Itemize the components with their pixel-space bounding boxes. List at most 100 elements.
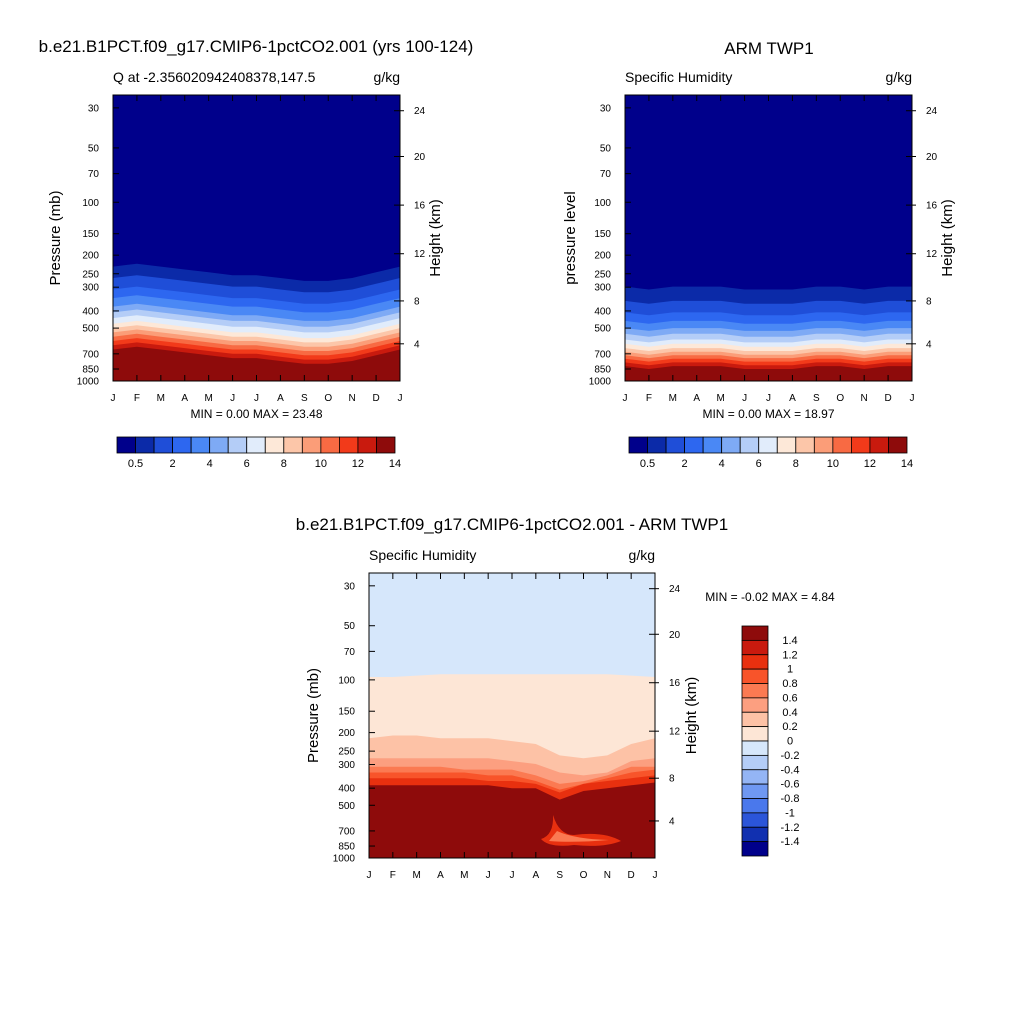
chart-title: ARM TWP1 (724, 39, 813, 58)
colorbar-label: 6 (244, 458, 250, 470)
colorbar-label: 0.8 (782, 678, 797, 690)
y-tick-label: 70 (88, 169, 100, 180)
x-tick-label: S (301, 393, 308, 404)
x-tick-label: J (486, 870, 491, 881)
y-tick-label: 500 (338, 801, 355, 812)
colorbar-box (741, 783, 769, 799)
y-axis-label-right: Height (km) (939, 199, 956, 277)
y-axis-label: Pressure (mb) (47, 190, 64, 285)
colorbar-box (741, 769, 769, 785)
subtitle-left: Specific Humidity (369, 547, 476, 563)
y-axis-label-right: Height (km) (427, 199, 444, 277)
colorbar-box (739, 436, 760, 454)
colorbar-label: -1 (785, 807, 795, 819)
x-tick-label: N (349, 393, 356, 404)
y-right-tick-label: 8 (414, 296, 420, 307)
y-axis-label-right: Height (km) (683, 677, 700, 755)
colorbar-box (721, 436, 741, 454)
y-right-tick-label: 8 (926, 296, 932, 307)
colorbar-box (301, 436, 322, 454)
chart-title: b.e21.B1PCT.f09_g17.CMIP6-1pctCO2.001 - … (296, 515, 728, 534)
y-tick-label: 250 (82, 269, 99, 280)
colorbar-box (832, 436, 852, 454)
x-tick-label: M (157, 393, 165, 404)
y-right-tick-label: 4 (414, 339, 420, 350)
colorbar-box (741, 740, 769, 756)
colorbar-box (741, 812, 769, 828)
y-tick-label: 50 (600, 143, 612, 154)
colorbar-label: 0.4 (782, 707, 797, 719)
y-tick-label: 700 (82, 349, 99, 360)
colorbar-label: 4 (207, 458, 213, 470)
colorbar: 0.5 2 4 6 8 10 12 14 (116, 436, 401, 470)
y-right-tick-label: 8 (669, 774, 675, 785)
x-tick-label: J (111, 393, 116, 404)
subtitle-left: Specific Humidity (625, 69, 732, 85)
min-max-label: MIN = 0.00 MAX = 23.48 (190, 407, 322, 421)
y-tick-label: 150 (338, 707, 355, 718)
subtitle-right: g/kg (629, 547, 655, 563)
x-tick-label: D (372, 393, 379, 404)
colorbar-label: -0.2 (781, 750, 800, 762)
x-tick-label: N (861, 393, 868, 404)
colorbar-box (741, 826, 769, 843)
x-tick-label: J (398, 393, 403, 404)
y-right-tick-label: 12 (414, 249, 426, 260)
y-tick-label: 30 (88, 103, 100, 114)
colorbar-label: -0.4 (781, 764, 800, 776)
colorbar-label: 10 (315, 458, 327, 470)
y-right-tick-label: 24 (414, 106, 426, 117)
colorbar-box (264, 436, 285, 454)
colorbar-label: 1 (787, 664, 793, 676)
x-tick-label: A (693, 393, 700, 404)
colorbar-box (741, 726, 769, 742)
y-tick-label: 700 (338, 826, 355, 837)
y-tick-label: 1000 (333, 854, 356, 865)
min-max-label: MIN = -0.02 MAX = 4.84 (705, 590, 835, 604)
x-tick-label: M (716, 393, 724, 404)
y-tick-label: 250 (338, 747, 355, 758)
colorbar-box (246, 436, 266, 454)
colorbar-box (741, 754, 769, 771)
colorbar-label: 8 (793, 458, 799, 470)
colorbar-box (813, 436, 834, 454)
y-right-tick-label: 20 (669, 630, 681, 641)
colorbar-box (741, 639, 769, 656)
colorbar-box (741, 668, 769, 684)
x-tick-label: J (254, 393, 259, 404)
colorbar-label: 14 (389, 458, 401, 470)
colorbar-box (665, 436, 685, 454)
colorbar-box (283, 436, 303, 454)
y-tick-label: 150 (594, 229, 611, 240)
y-axis-label: pressure level (562, 191, 579, 284)
min-max-label: MIN = 0.00 MAX = 18.97 (702, 407, 834, 421)
colorbar-label: -1.2 (781, 822, 800, 834)
colorbar-box (209, 436, 229, 454)
y-axis-label: Pressure (mb) (305, 668, 322, 763)
x-tick-label: S (813, 393, 820, 404)
y-tick-label: 850 (594, 364, 611, 375)
colorbar-box (741, 798, 769, 814)
colorbar-label: 1.4 (782, 635, 797, 647)
y-tick-label: 200 (338, 728, 355, 739)
y-tick-label: 400 (82, 306, 99, 317)
x-tick-label: O (324, 393, 332, 404)
contour-band (113, 346, 400, 381)
colorbar-box (227, 436, 248, 454)
x-tick-label: J (766, 393, 771, 404)
colorbar-box (702, 436, 723, 454)
x-tick-label: F (134, 393, 140, 404)
colorbar-box (172, 436, 192, 454)
y-right-tick-label: 16 (669, 678, 681, 689)
x-tick-label: J (653, 870, 658, 881)
colorbar-box (338, 436, 359, 454)
y-tick-label: 300 (338, 760, 355, 771)
colorbar-box (741, 841, 769, 857)
x-tick-label: J (367, 870, 372, 881)
x-tick-label: N (604, 870, 611, 881)
x-tick-label: J (623, 393, 628, 404)
y-right-tick-label: 12 (669, 727, 681, 738)
colorbar-label: 0.6 (782, 692, 797, 704)
y-right-tick-label: 24 (669, 584, 681, 595)
y-tick-label: 70 (600, 169, 612, 180)
